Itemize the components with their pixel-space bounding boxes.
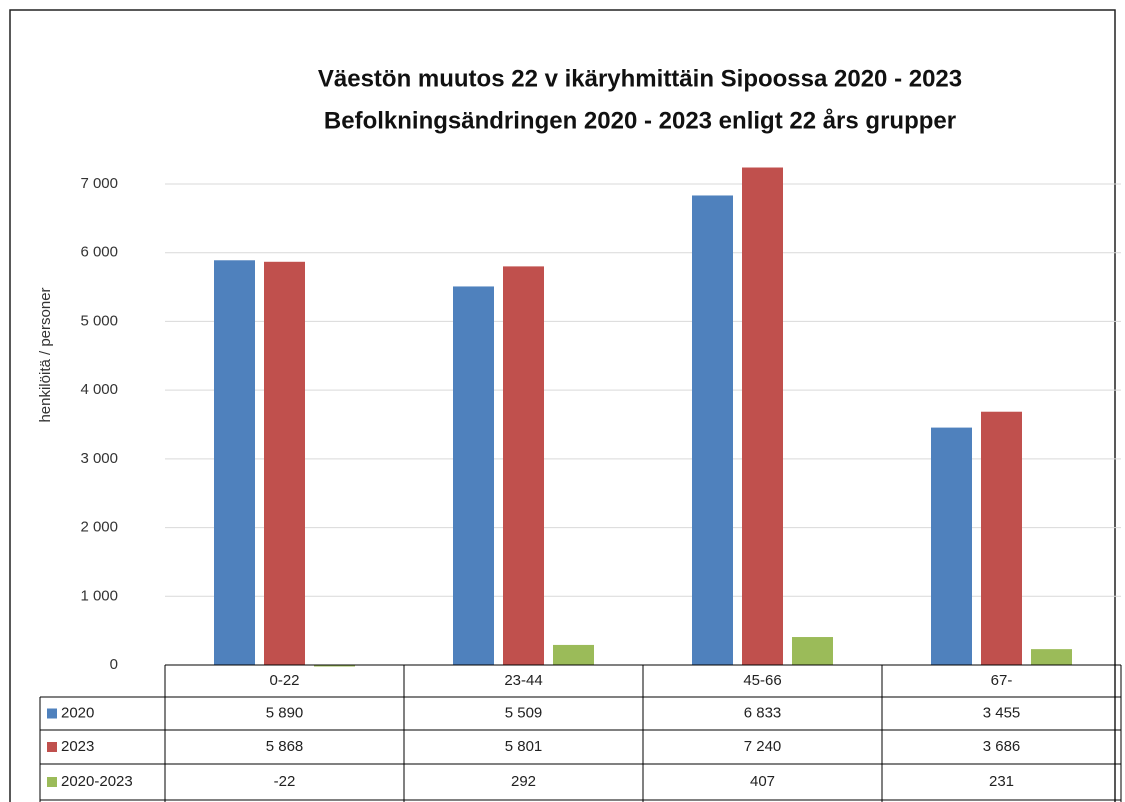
table-value: -22 (274, 773, 296, 790)
bar (314, 665, 355, 667)
bar (1031, 649, 1072, 665)
y-tick-label: 4 000 (80, 381, 118, 398)
y-tick-label: 2 000 (80, 519, 118, 536)
table-value: 5 509 (505, 704, 543, 721)
bar (553, 644, 594, 665)
y-tick-label: 0 (110, 656, 118, 673)
y-tick-label: 6 000 (80, 244, 118, 261)
bar (742, 167, 783, 665)
legend-swatch (47, 708, 57, 719)
bar (792, 637, 833, 665)
legend-label: 2023 (61, 738, 94, 755)
x-tick-label: 0-22 (269, 672, 299, 689)
legend-label: 2020-2023 (61, 773, 133, 790)
legend-label: 2020 (61, 704, 94, 721)
table-value: 5 868 (266, 738, 304, 755)
bar (264, 261, 305, 665)
y-tick-label: 1 000 (80, 587, 118, 604)
chart-title: Väestön muutos 22 v ikäryhmittäin Sipoos… (318, 65, 962, 92)
x-tick-label: 23-44 (504, 672, 542, 689)
bar (981, 411, 1022, 665)
bar (692, 195, 733, 665)
y-tick-label: 7 000 (80, 175, 118, 192)
bar (931, 427, 972, 665)
x-tick-label: 45-66 (743, 672, 781, 689)
legend-swatch (47, 777, 57, 787)
table-value: 5 801 (505, 738, 543, 755)
table-value: 292 (511, 773, 536, 790)
bar (214, 260, 255, 665)
table-value: 3 455 (983, 704, 1021, 721)
bar (453, 286, 494, 665)
y-axis-label: henkilöitä / personer (37, 287, 54, 422)
chart-frame (9, 9, 1116, 802)
table-value: 7 240 (744, 738, 782, 755)
y-tick-label: 3 000 (80, 450, 118, 467)
table-value: 6 833 (744, 704, 782, 721)
bar (503, 266, 544, 665)
y-tick-label: 5 000 (80, 312, 118, 329)
x-tick-label: 67- (991, 672, 1013, 689)
table-value: 3 686 (983, 738, 1021, 755)
table-value: 407 (750, 773, 775, 790)
chart-subtitle: Befolkningsändringen 2020 - 2023 enligt … (324, 107, 956, 134)
legend-swatch (47, 742, 57, 752)
table-value: 5 890 (266, 704, 304, 721)
table-value: 231 (989, 773, 1014, 790)
